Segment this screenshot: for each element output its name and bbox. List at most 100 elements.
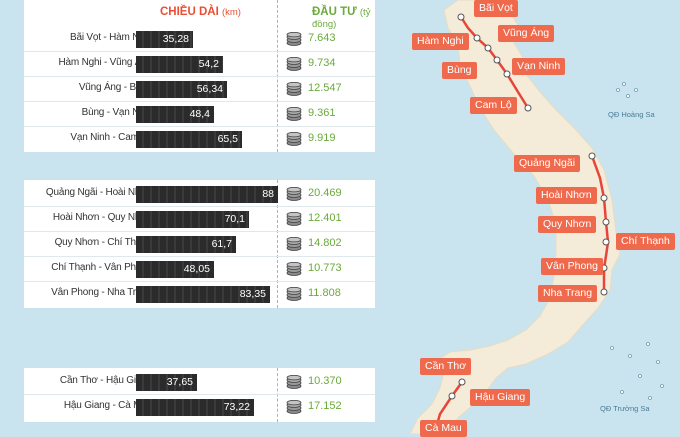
length-bar: 65,5 [136,131,242,148]
map-label: Hàm Nghi [412,33,469,50]
table-row: Bùng - Vạn Ninh 48,4 9.361 [24,101,375,127]
length-bar: 48,4 [136,106,214,123]
segment-name: Vạn Ninh - Cam Lộ [70,132,152,143]
investment-value: 14.802 [308,237,342,249]
length-value: 73,22 [223,401,250,413]
map-point [484,44,492,52]
segment-name: Cần Thơ - Hậu Giang [59,375,152,386]
coin-stack-icon [286,237,302,251]
coin-stack-icon [286,57,302,71]
island-dot [656,360,660,364]
coin-stack-icon [286,400,302,414]
investment-value: 10.370 [308,375,342,387]
investment-value: 9.361 [308,107,336,119]
map-point [457,13,465,21]
island-dot [638,374,642,378]
table-row: Hoài Nhơn - Quy Nhơn 70,1 12.401 [24,206,375,232]
length-bar: 61,7 [136,236,236,253]
investment-value: 10.773 [308,262,342,274]
map-point [600,194,608,202]
island-dot [634,88,638,92]
table-row: Quy Nhơn - Chí Thạnh 61,7 14.802 [24,231,375,257]
coin-stack-icon [286,132,302,146]
segment-name: Hàm Nghi - Vũng Áng [58,57,153,68]
segment-name: Hoài Nhơn - Quy Nhơn [52,212,152,223]
table-row: Cần Thơ - Hậu Giang 37,65 10.370 [24,369,375,395]
route-line [459,16,530,109]
table-row: Quảng Ngãi - Hoài Nhơn 88 20.469 [24,181,375,207]
investment-value: 7.643 [308,32,336,44]
length-value: 88 [262,188,274,200]
investment-value: 12.547 [308,82,342,94]
investment-value: 17.152 [308,400,342,412]
length-header: CHIỀU DÀI (km) [160,6,241,18]
length-bar: 83,35 [136,286,270,303]
map-label: Hoài Nhơn [536,187,597,204]
island-dot [628,354,632,358]
map-label: Cần Thơ [420,358,472,375]
sea-label: QĐ Trường Sa [600,404,650,413]
sea-label: QĐ Hoàng Sa [608,110,655,119]
map-point [600,288,608,296]
island-dot [620,390,624,394]
length-value: 37,65 [166,376,193,388]
central-segment-table: Quảng Ngãi - Hoài Nhơn 88 20.469 Hoài Nhơn … [24,180,375,308]
map-point [524,104,532,112]
length-value: 65,5 [217,133,238,145]
coin-stack-icon [286,287,302,301]
map-label: Vũng Áng [498,25,555,42]
investment-value: 9.919 [308,132,336,144]
length-value: 48,4 [189,108,210,120]
table-row: Hàm Nghi - Vũng Áng 54,2 9.734 [24,51,375,77]
coin-stack-icon [286,187,302,201]
length-bar: 73,22 [136,399,254,416]
map-label: Cam Lộ [470,97,517,114]
investment-value: 20.469 [308,187,342,199]
table-row: Vũng Áng - Bùng 56,34 12.547 [24,76,375,102]
coin-stack-icon [286,107,302,121]
length-bar: 56,34 [136,81,227,98]
length-bar: 37,65 [136,374,197,391]
length-value: 48,05 [183,263,210,275]
map-point [448,392,456,400]
segment-name: Hậu Giang - Cà Mau [63,400,152,411]
segment-name: Quảng Ngãi - Hoài Nhơn [45,187,152,198]
length-bar: 54,2 [136,56,223,73]
investment-value: 12.401 [308,212,342,224]
island-dot [626,94,630,98]
coin-stack-icon [286,32,302,46]
island-dot [616,88,620,92]
map-point [602,218,610,226]
segment-name: Vũng Áng - Bùng [78,82,152,93]
segment-name: Quy Nhơn - Chí Thạnh [54,237,153,248]
coin-stack-icon [286,375,302,389]
table-row: Bãi Vọt - Hàm Nghi 35,28 7.643 [24,26,375,52]
island-dot [610,346,614,350]
map-label: Chí Thạnh [616,233,675,250]
north-segment-table: CHIỀU DÀI (km) ĐẦU TƯ (tỷ đồng) Bãi Vọt … [24,0,375,152]
length-value: 61,7 [211,238,232,250]
length-value: 70,1 [224,213,245,225]
investment-header: ĐẦU TƯ (tỷ đồng) [312,6,371,30]
coin-stack-icon [286,212,302,226]
table-row: Vân Phong - Nha Trang 83,35 11.808 [24,281,375,306]
investment-value: 11.808 [308,287,341,299]
length-value: 56,34 [196,83,223,95]
map-label: Nha Trang [538,285,598,302]
length-bar: 48,05 [136,261,214,278]
island-dot [622,82,626,86]
segment-name: Chí Thạnh - Vân Phong [51,262,152,273]
map-point [602,238,610,246]
map-label: Cà Mau [420,420,467,437]
map-point [588,152,596,160]
island-dot [648,396,652,400]
table-row: Vạn Ninh - Cam Lộ 65,5 9.919 [24,126,375,151]
coin-stack-icon [286,82,302,96]
island-dot [660,384,664,388]
segment-name: Bùng - Vạn Ninh [81,107,153,118]
map-point [493,56,501,64]
investment-value: 9.734 [308,57,336,69]
length-bar: 70,1 [136,211,249,228]
length-value: 54,2 [198,58,219,70]
